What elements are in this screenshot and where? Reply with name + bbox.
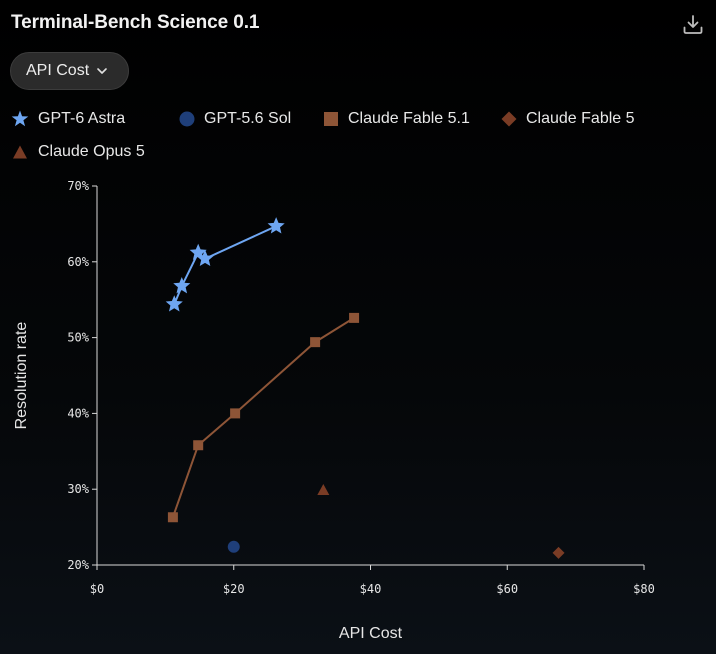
y-tick-label: 60% [67,255,89,269]
y-tick-label: 30% [67,482,89,496]
x-tick-label: $40 [360,582,382,596]
y-tick-label: 70% [67,179,89,193]
data-point-claude-opus-5[interactable] [317,483,330,495]
legend-item-gpt-6-astra[interactable]: GPT-6 Astra [10,108,125,130]
circle-marker-icon [179,111,195,127]
legend-label: Claude Fable 5 [526,110,635,127]
metric-dropdown-label: API Cost [26,62,90,79]
square-marker-icon [324,112,338,126]
legend-label: Claude Opus 5 [38,143,145,160]
series-line-gpt-6-astra [173,225,277,305]
y-tick-label: 20% [67,558,89,572]
data-point-gpt-5-6-sol[interactable] [227,540,240,553]
x-tick-label: $0 [90,582,104,596]
data-point-gpt-6-astra[interactable] [267,217,285,234]
download-button[interactable] [680,12,706,38]
data-point-claude-fable-5[interactable] [552,546,565,559]
legend-item-claude-fable-5[interactable]: Claude Fable 5 [500,108,635,130]
x-tick-label: $20 [223,582,245,596]
data-point-claude-fable-5-1[interactable] [193,440,204,451]
x-axis-title: API Cost [339,625,403,642]
data-point-claude-fable-5-1[interactable] [349,312,360,323]
download-icon [683,15,703,34]
legend-label: GPT-5.6 Sol [204,110,292,127]
chart-title: Terminal-Bench Science 0.1 [11,12,260,33]
y-tick-label: 40% [67,406,89,420]
y-tick-label: 50% [67,331,89,345]
legend-label: Claude Fable 5.1 [348,110,470,127]
data-point-claude-fable-5-1[interactable] [230,408,241,419]
x-tick-label: $80 [633,582,655,596]
data-point-claude-fable-5-1[interactable] [310,337,321,348]
data-point-gpt-6-astra[interactable] [196,249,214,267]
data-point-gpt-6-astra[interactable] [165,295,183,312]
triangle-marker-icon [13,145,27,159]
star-marker-icon [11,110,29,127]
series-line-claude-fable-5-1 [171,317,355,518]
legend-label: GPT-6 Astra [38,110,126,127]
data-point-claude-fable-5-1[interactable] [167,512,178,523]
y-axis-title: Resolution rate [13,322,30,430]
metric-dropdown[interactable]: API Cost [10,52,129,90]
diamond-marker-icon [501,111,517,127]
legend-item-claude-opus-5[interactable]: Claude Opus 5 [10,141,145,163]
chevron-down-icon [97,68,107,74]
data-point-gpt-6-astra[interactable] [173,277,191,294]
x-tick-label: $60 [496,582,518,596]
legend-item-claude-fable-5-1[interactable]: Claude Fable 5.1 [322,108,470,130]
legend-item-gpt-5-6-sol[interactable]: GPT-5.6 Sol [178,108,291,130]
